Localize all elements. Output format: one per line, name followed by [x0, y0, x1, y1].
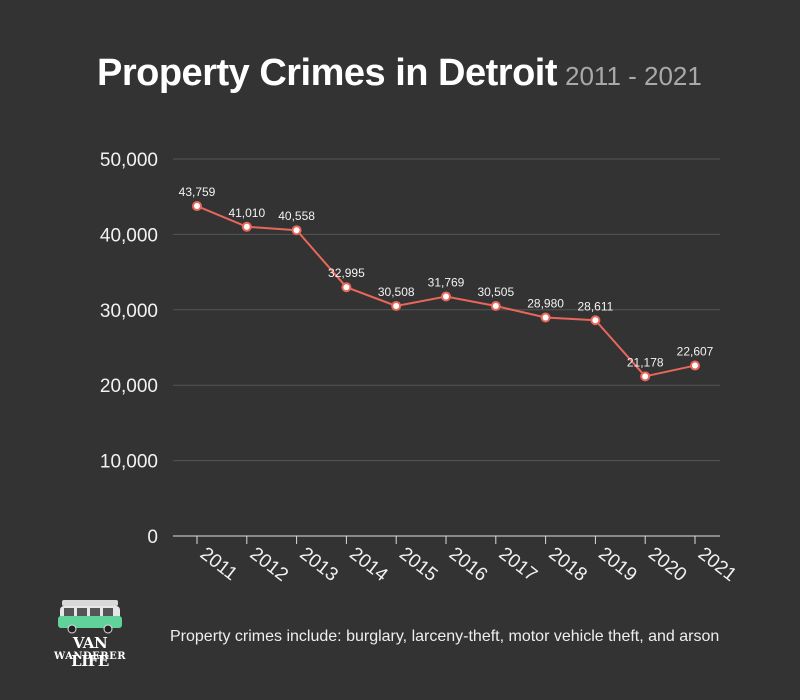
data-label: 32,995	[328, 266, 365, 280]
x-tick-label: 2018	[545, 543, 591, 586]
x-tick-label: 2019	[594, 543, 640, 586]
data-point	[640, 371, 651, 382]
x-tick-label: 2014	[345, 543, 392, 586]
chart-title-row: Property Crimes in Detroit 2011 - 2021	[97, 52, 702, 95]
van-life-wanderer-logo: VAN LIFE WANDERER	[52, 596, 128, 670]
y-tick-label: 50,000	[100, 150, 158, 171]
data-point	[192, 201, 202, 212]
y-tick-label: 0	[147, 527, 158, 548]
data-point	[241, 221, 252, 232]
data-label: 28,980	[527, 296, 564, 310]
x-tick-label: 2016	[445, 543, 491, 586]
y-tick-label: 40,000	[100, 225, 158, 246]
logo-line-1: VAN LIFE	[71, 634, 109, 670]
data-label: 40,558	[278, 209, 315, 223]
data-label: 31,769	[428, 275, 465, 289]
x-tick-label: 2012	[246, 543, 292, 586]
x-tick-label: 2020	[644, 543, 690, 586]
chart-subtitle: 2011 - 2021	[565, 61, 702, 91]
x-tick-label: 2011	[196, 543, 241, 585]
footnote: Property crimes include: burglary, larce…	[170, 628, 720, 645]
data-label: 28,611	[577, 299, 613, 313]
data-point	[441, 291, 451, 302]
data-label: 30,505	[477, 285, 514, 299]
chart-title: Property Crimes in Detroit	[97, 52, 558, 94]
logo-line-2: WANDERER	[53, 651, 127, 662]
data-label: 43,759	[179, 185, 216, 199]
series-line	[196, 205, 696, 378]
y-tick-label: 30,000	[100, 301, 158, 322]
x-tick-label: 2021	[694, 543, 740, 586]
data-label: 41,010	[228, 206, 265, 220]
x-tick-label: 2013	[296, 543, 342, 586]
x-tick-label: 2017	[495, 543, 541, 586]
x-tick-label: 2015	[395, 543, 441, 586]
data-point	[540, 312, 551, 323]
data-label: 21,178	[627, 355, 664, 369]
data-point	[391, 300, 402, 311]
data-point	[690, 360, 700, 371]
y-tick-label: 10,000	[100, 452, 158, 473]
data-point	[490, 300, 501, 311]
data-point	[341, 282, 352, 293]
y-tick-label: 20,000	[100, 376, 158, 397]
data-point	[590, 315, 601, 326]
van-icon	[58, 600, 122, 634]
data-label: 22,607	[677, 345, 714, 359]
data-point	[291, 225, 302, 236]
data-label: 30,508	[378, 285, 415, 299]
